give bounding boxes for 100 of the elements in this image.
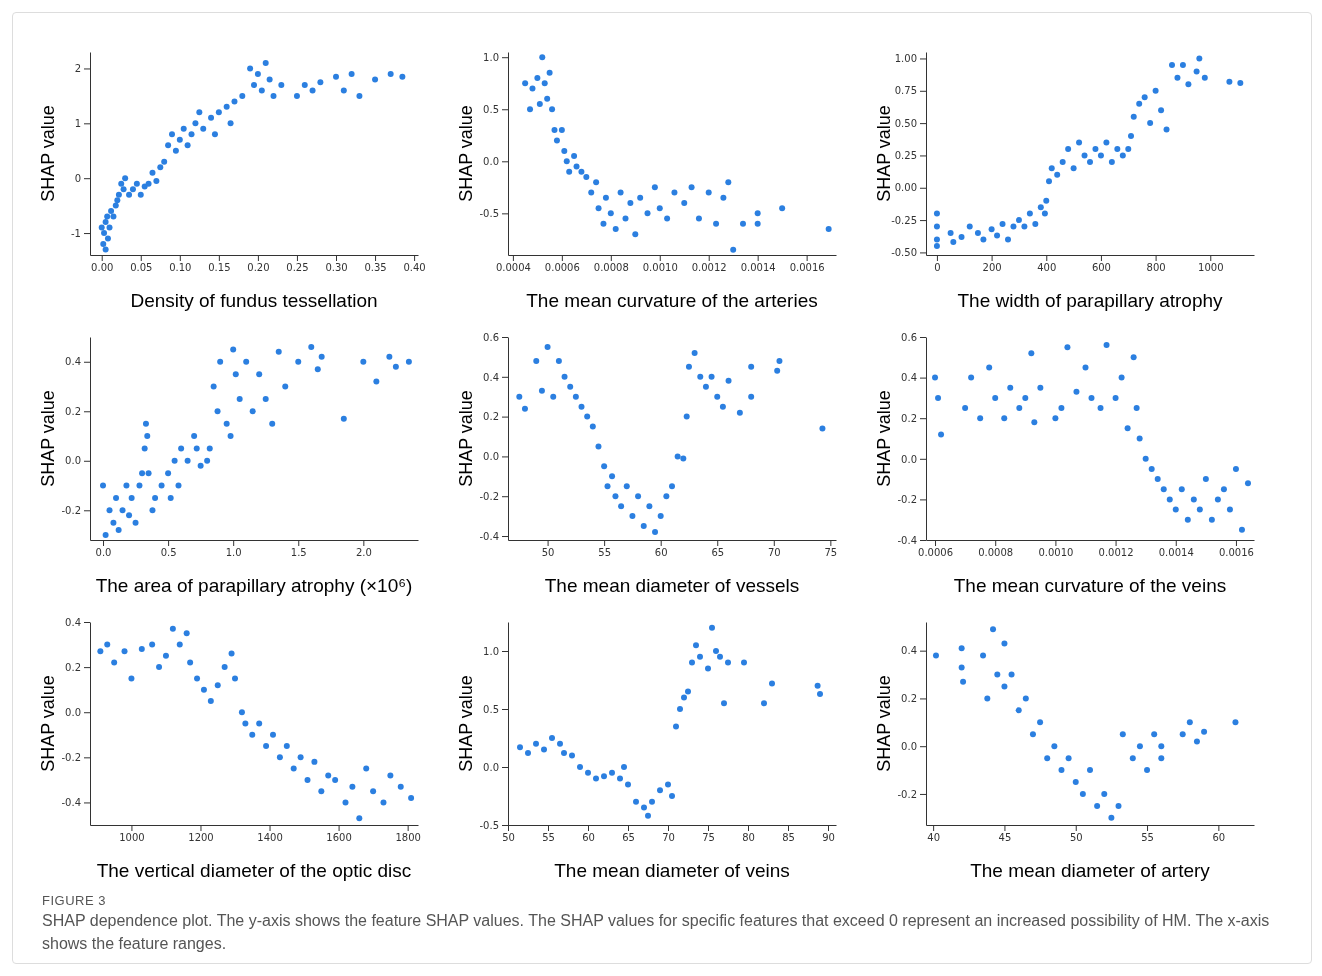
x-tick-label: 75 [702,832,715,844]
point [1001,640,1008,647]
point [1081,152,1088,159]
y-tick-label: 0.6 [483,331,499,343]
x-tick-label: 60 [1212,832,1226,844]
x-tick-label: 0.0010 [1038,547,1074,559]
point [1114,145,1121,152]
x-tick-label: 0.0014 [740,262,776,274]
point [325,772,332,779]
point [705,665,711,672]
y-tick-label: -0.2 [61,752,81,764]
point [1108,158,1115,165]
point [651,184,658,191]
x-tick-label: 1200 [188,832,214,844]
point [1015,707,1022,714]
point [761,700,767,707]
point [595,443,602,450]
point [994,671,1001,678]
point [561,147,568,154]
x-tick-label: 0.0012 [691,262,727,274]
y-axis-title: SHAP value [874,390,894,487]
y-tick-label: 0.0 [483,761,499,773]
x-tick-label: 0.15 [208,262,231,274]
x-tick-label: 0.0010 [642,262,678,274]
point [206,445,213,452]
point [1072,779,1079,786]
point [1130,354,1137,361]
point [717,653,723,660]
point [525,750,531,757]
point [149,641,156,648]
point [697,653,703,660]
point [688,184,695,191]
y-tick-label: 0 [74,172,81,184]
point [664,215,671,222]
point [577,764,583,770]
point [602,194,609,201]
point [958,664,965,671]
point [119,507,126,514]
point [214,408,221,415]
point [992,394,999,401]
point [685,363,692,370]
point [156,664,163,671]
y-tick-label: 0.2 [901,412,917,424]
point [1028,350,1035,357]
point [169,625,176,632]
point [1119,731,1126,738]
point [142,420,149,427]
point [97,648,104,655]
point [933,242,940,249]
y-tick-label: 0.4 [483,371,499,383]
y-tick-label: 0.4 [901,645,917,657]
x-tick-label: 0.05 [130,262,153,274]
point [1163,126,1170,133]
x-tick-label: 0.0008 [978,547,1014,559]
point [932,374,939,381]
point [681,694,687,701]
x-tick-label: 0.0016 [1218,547,1254,559]
point [1119,152,1126,159]
point [693,642,699,649]
point [128,494,135,501]
point [1001,683,1008,690]
point [563,158,570,165]
point [558,127,565,134]
point [263,743,270,750]
y-tick-label: -1 [71,227,81,239]
x-axis-title: The mean curvature of the veins [953,575,1227,596]
point [1010,223,1017,230]
x-tick-label: 55 [1141,832,1154,844]
point [221,664,228,671]
point [290,765,297,772]
y-tick-label: 0.5 [483,703,499,715]
point [673,723,679,730]
point [144,433,151,440]
x-tick-label: 0.0008 [593,262,629,274]
point [243,358,250,365]
point [1037,204,1044,211]
point [176,641,183,648]
y-tick-label: 2 [74,63,81,75]
point [1244,480,1251,487]
point [149,507,156,514]
point [713,220,720,227]
point [126,512,133,519]
y-tick-label: 0.0 [483,156,499,168]
point [1031,419,1038,426]
point [741,659,747,666]
point [408,794,415,801]
point [1037,384,1044,391]
point [644,210,651,217]
point [557,740,563,747]
point [363,765,370,772]
x-tick-label: 85 [782,832,795,844]
point [1046,178,1052,185]
point [1172,506,1179,513]
x-tick-label: 0.0014 [1158,547,1194,559]
point [814,682,821,689]
point [549,106,556,113]
point [600,220,607,227]
y-tick-label: -0.50 [891,247,917,259]
point [123,482,130,489]
point [1179,731,1186,738]
